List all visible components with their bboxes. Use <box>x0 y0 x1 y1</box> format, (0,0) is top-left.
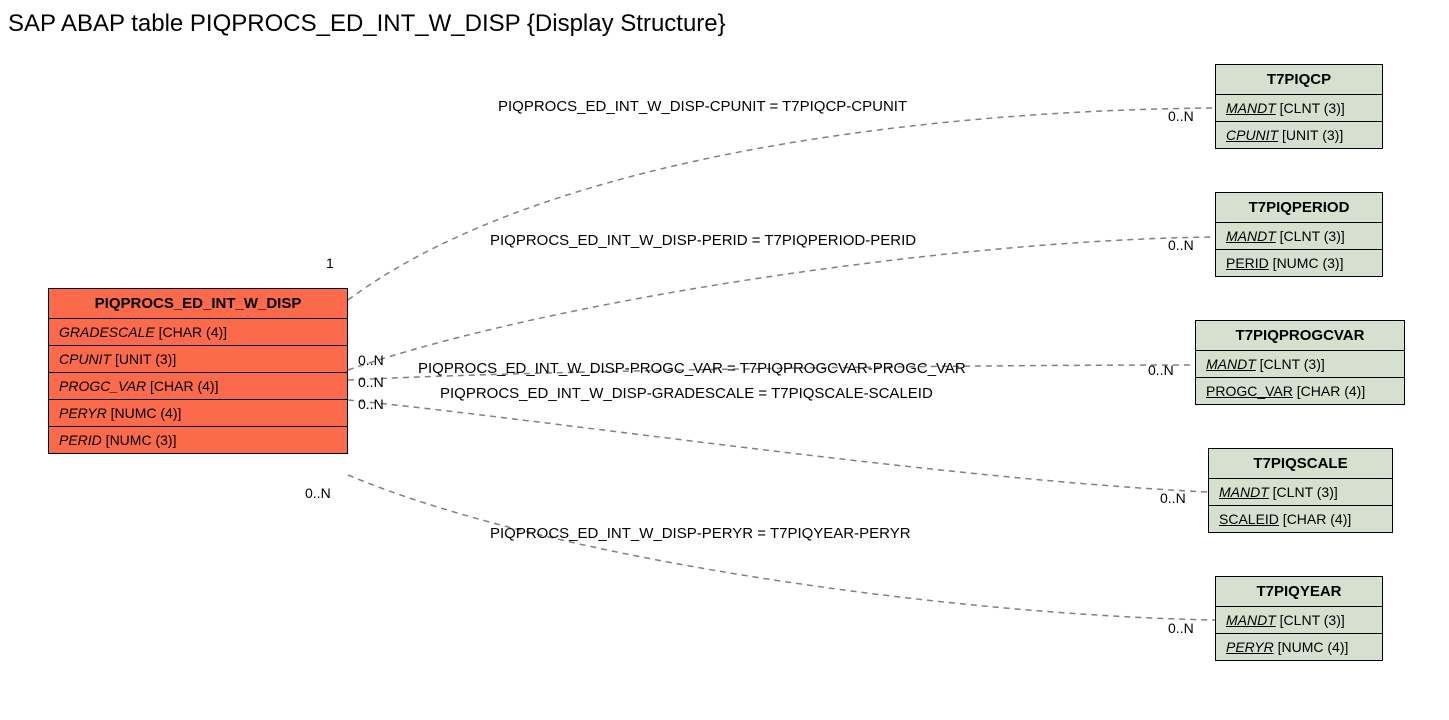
ref-entity-header: T7PIQPROGCVAR <box>1196 321 1404 351</box>
main-entity-field: PERID [NUMC (3)] <box>49 427 347 453</box>
main-entity: PIQPROCS_ED_INT_W_DISP GRADESCALE [CHAR … <box>48 288 348 454</box>
ref-entity-header: T7PIQPERIOD <box>1216 193 1382 223</box>
ref-entity-field: PERYR [NUMC (4)] <box>1216 634 1382 660</box>
cardinality-label: 0..N <box>358 374 384 390</box>
ref-entity-t7piqprogcvar: T7PIQPROGCVARMANDT [CLNT (3)]PROGC_VAR [… <box>1195 320 1405 405</box>
ref-entity-field: MANDT [CLNT (3)] <box>1216 607 1382 634</box>
ref-entity-field: PROGC_VAR [CHAR (4)] <box>1196 378 1404 404</box>
ref-entity-field: CPUNIT [UNIT (3)] <box>1216 122 1382 148</box>
cardinality-label: 0..N <box>305 485 331 501</box>
ref-entity-field: MANDT [CLNT (3)] <box>1196 351 1404 378</box>
cardinality-label: 0..N <box>1168 620 1194 636</box>
ref-entity-field: PERID [NUMC (3)] <box>1216 250 1382 276</box>
relation-label: PIQPROCS_ED_INT_W_DISP-PROGC_VAR = T7PIQ… <box>418 360 966 377</box>
cardinality-label: 0..N <box>1160 490 1186 506</box>
relation-label: PIQPROCS_ED_INT_W_DISP-PERID = T7PIQPERI… <box>490 232 916 249</box>
ref-entity-header: T7PIQYEAR <box>1216 577 1382 607</box>
main-entity-header: PIQPROCS_ED_INT_W_DISP <box>49 289 347 319</box>
cardinality-label: 0..N <box>358 352 384 368</box>
edge-path <box>348 400 1208 492</box>
ref-entity-field: MANDT [CLNT (3)] <box>1216 95 1382 122</box>
main-entity-field: GRADESCALE [CHAR (4)] <box>49 319 347 346</box>
ref-entity-t7piqperiod: T7PIQPERIODMANDT [CLNT (3)]PERID [NUMC (… <box>1215 192 1383 277</box>
edge-path <box>348 475 1215 620</box>
ref-entity-field: MANDT [CLNT (3)] <box>1209 479 1392 506</box>
edge-path <box>348 108 1215 300</box>
ref-entity-t7piqyear: T7PIQYEARMANDT [CLNT (3)]PERYR [NUMC (4)… <box>1215 576 1383 661</box>
cardinality-label: 0..N <box>358 396 384 412</box>
cardinality-label: 0..N <box>1168 237 1194 253</box>
cardinality-label: 0..N <box>1168 108 1194 124</box>
ref-entity-header: T7PIQCP <box>1216 65 1382 95</box>
relation-label: PIQPROCS_ED_INT_W_DISP-GRADESCALE = T7PI… <box>440 385 933 402</box>
ref-entity-t7piqcp: T7PIQCPMANDT [CLNT (3)]CPUNIT [UNIT (3)] <box>1215 64 1383 149</box>
ref-entity-t7piqscale: T7PIQSCALEMANDT [CLNT (3)]SCALEID [CHAR … <box>1208 448 1393 533</box>
relation-label: PIQPROCS_ED_INT_W_DISP-CPUNIT = T7PIQCP-… <box>498 98 907 115</box>
cardinality-label: 1 <box>326 255 334 271</box>
main-entity-field: PERYR [NUMC (4)] <box>49 400 347 427</box>
main-entity-field: PROGC_VAR [CHAR (4)] <box>49 373 347 400</box>
ref-entity-header: T7PIQSCALE <box>1209 449 1392 479</box>
ref-entity-field: MANDT [CLNT (3)] <box>1216 223 1382 250</box>
ref-entity-field: SCALEID [CHAR (4)] <box>1209 506 1392 532</box>
edge-path <box>348 237 1215 370</box>
cardinality-label: 0..N <box>1148 362 1174 378</box>
main-entity-field: CPUNIT [UNIT (3)] <box>49 346 347 373</box>
relation-label: PIQPROCS_ED_INT_W_DISP-PERYR = T7PIQYEAR… <box>490 525 911 542</box>
page-title: SAP ABAP table PIQPROCS_ED_INT_W_DISP {D… <box>8 10 726 38</box>
